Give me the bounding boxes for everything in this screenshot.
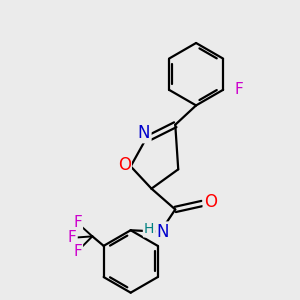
Text: H: H — [144, 222, 154, 236]
Text: F: F — [68, 230, 76, 245]
Text: F: F — [73, 215, 82, 230]
Text: N: N — [157, 223, 169, 241]
Text: O: O — [118, 156, 130, 174]
Text: N: N — [138, 124, 150, 142]
Text: O: O — [204, 193, 217, 211]
Text: F: F — [73, 244, 82, 259]
Text: F: F — [234, 82, 243, 97]
